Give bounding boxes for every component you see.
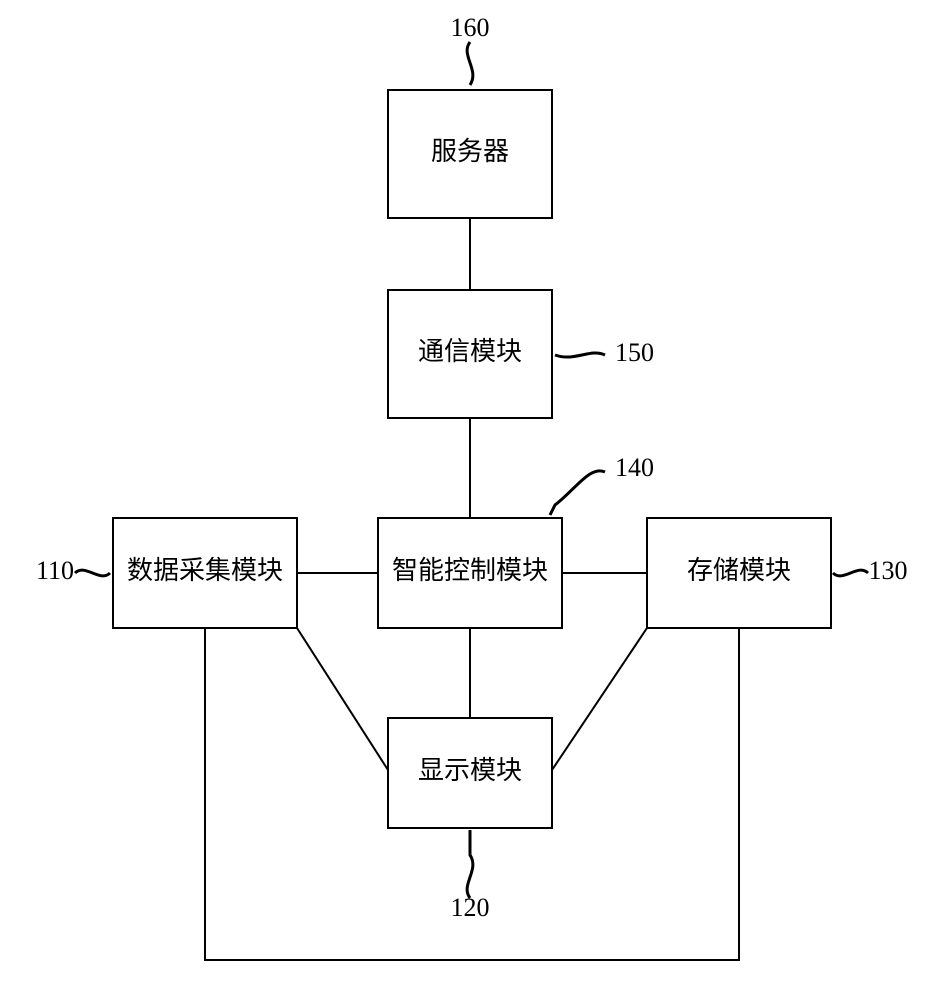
edge-storage-display: [552, 628, 647, 770]
node-acquisition: 数据采集模块: [113, 518, 297, 628]
node-server-label: 服务器: [431, 137, 509, 166]
leader-160: [467, 42, 473, 85]
leader-120: [467, 830, 473, 898]
node-control-label: 智能控制模块: [392, 556, 548, 585]
node-comm: 通信模块: [388, 290, 552, 418]
ref-number-160: 160: [451, 13, 490, 42]
node-storage-label: 存储模块: [687, 556, 791, 585]
node-storage: 存储模块: [647, 518, 831, 628]
node-acquisition-label: 数据采集模块: [127, 556, 283, 585]
edge-acquisition-display: [297, 628, 388, 770]
leader-110: [75, 570, 110, 576]
node-display: 显示模块: [388, 718, 552, 828]
ref-number-110: 110: [36, 556, 74, 585]
node-server: 服务器: [388, 90, 552, 218]
leader-130: [833, 570, 868, 576]
ref-number-130: 130: [869, 556, 908, 585]
leader-150: [555, 353, 605, 357]
node-control: 智能控制模块: [378, 518, 562, 628]
nodes-layer: 服务器通信模块智能控制模块 数据采集模块 存储模块显示模块: [113, 90, 831, 828]
node-comm-label: 通信模块: [418, 337, 522, 366]
leader-140: [550, 471, 605, 515]
ref-number-120: 120: [451, 893, 490, 922]
ref-number-150: 150: [615, 338, 654, 367]
node-display-label: 显示模块: [418, 756, 522, 785]
ref-number-140: 140: [615, 453, 654, 482]
system-block-diagram: 服务器通信模块智能控制模块 数据采集模块 存储模块显示模块 160 150 140 110…: [0, 0, 941, 1000]
